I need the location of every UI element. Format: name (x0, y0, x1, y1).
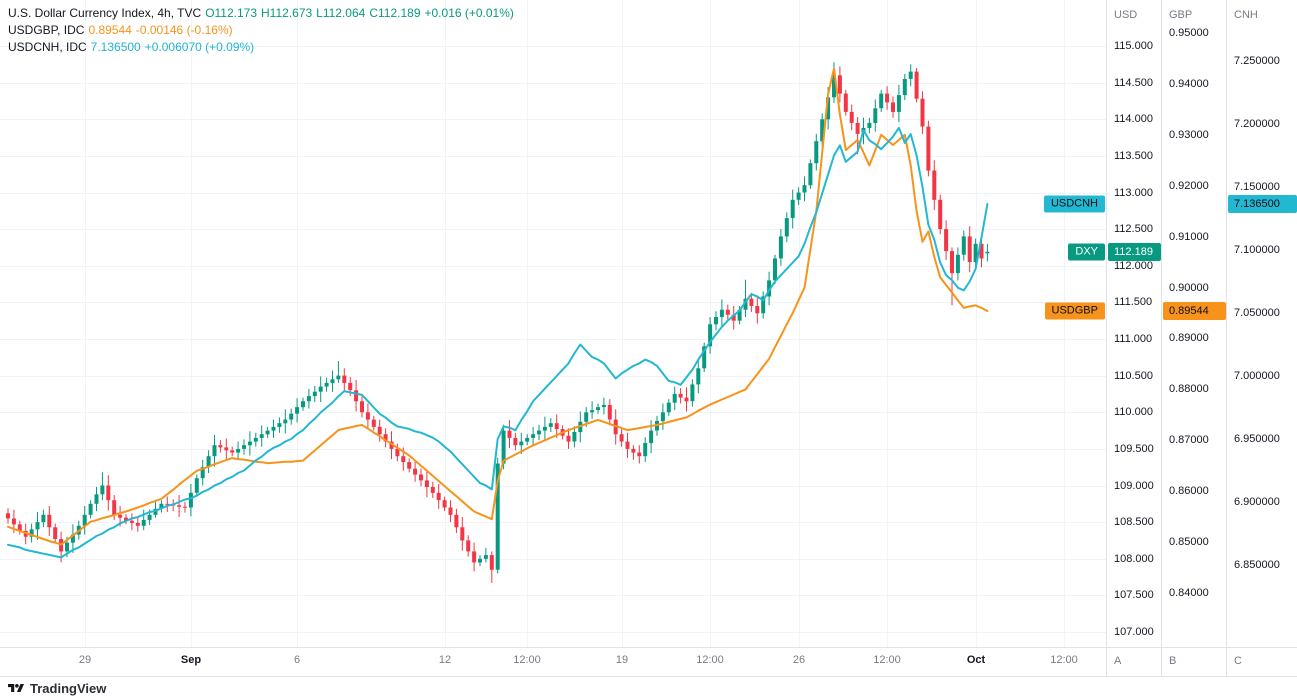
time-label: 12:00 (513, 654, 541, 666)
chart-pane[interactable]: U.S. Dollar Currency Index, 4h, TVC O112.… (0, 0, 1106, 647)
price-tick-cnh: 7.200000 (1234, 118, 1280, 130)
price-tick-usd: 110.000 (1114, 406, 1153, 418)
usdgbp-line (7, 67, 989, 546)
price-tick-usd: 113.500 (1114, 150, 1153, 162)
price-tick-usd: 108.500 (1114, 516, 1154, 528)
dxy-open-value: O112.173 (205, 6, 258, 20)
time-label: 12:00 (1050, 654, 1078, 666)
price-tick-usd: 111.500 (1114, 296, 1153, 308)
usdgbp-price-value-badge: 0.89544 (1163, 302, 1226, 320)
price-tick-gbp: 0.88000 (1169, 383, 1209, 395)
dxy-low-value: L112.064 (316, 6, 366, 20)
chart-canvas[interactable] (0, 0, 1106, 647)
tradingview-logo-text: TradingView (30, 681, 107, 696)
usdgbp-change-value: -0.00146 (-0.16%) (135, 23, 233, 37)
time-label: 19 (615, 654, 629, 666)
price-tick-cnh: 6.950000 (1234, 433, 1280, 445)
price-tick-gbp: 0.85000 (1169, 536, 1209, 548)
axis-header-usd: USD (1114, 9, 1138, 21)
price-tick-gbp: 0.87000 (1169, 434, 1209, 446)
tradingview-logo[interactable]: TradingView (8, 681, 106, 696)
price-tick-usd: 110.500 (1114, 370, 1153, 382)
axis-ticks-gbp: 0.95000 0.94000 0.93000 0.92000 0.91000 0.900… (1162, 0, 1227, 676)
usdcnh-last-value: 7.136500 (90, 40, 141, 54)
legend: U.S. Dollar Currency Index, 4h, TVC O112.… (8, 5, 518, 56)
price-tick-usd: 107.500 (1114, 589, 1154, 601)
price-tick-usd: 111.000 (1114, 333, 1153, 345)
axis-footer-usd: A (1114, 655, 1122, 667)
dxy-high-value: H112.673 (261, 6, 313, 20)
price-tick-usd: 109.500 (1114, 443, 1154, 455)
time-axis[interactable]: 29 Sep 6 12 12:00 19 12:00 26 12:00 Oct 12:00 (0, 647, 1106, 676)
price-tick-usd: 107.000 (1114, 626, 1154, 638)
price-tick-cnh: 6.900000 (1234, 496, 1280, 508)
axis-ticks-usd: 115.000 114.500 114.000 113.500 113.000 112.5… (1107, 0, 1162, 676)
price-tick-gbp: 0.86000 (1169, 485, 1209, 497)
price-tick-usd: 112.000 (1114, 260, 1153, 272)
price-tick-usd: 112.500 (1114, 223, 1153, 235)
price-tick-usd: 114.000 (1114, 113, 1153, 125)
price-axis-usd[interactable]: USD 115.000 114.500 114.000 113.500 113.000 1… (1106, 0, 1162, 676)
price-tick-gbp: 0.92000 (1169, 180, 1209, 192)
usdgbp-symbol-title[interactable]: USDGBP, IDC (8, 23, 85, 37)
price-tick-gbp: 0.84000 (1169, 587, 1209, 599)
price-tick-cnh: 6.850000 (1234, 559, 1280, 571)
time-label: 6 (293, 654, 301, 666)
bottom-bar: TradingView (0, 676, 1297, 700)
price-tick-gbp: 0.94000 (1169, 78, 1209, 90)
price-tick-gbp: 0.90000 (1169, 282, 1209, 294)
price-tick-gbp: 0.95000 (1169, 27, 1209, 39)
time-label: 12:00 (873, 654, 901, 666)
usdgbp-series-label: USDGBP (1044, 302, 1105, 320)
price-tick-usd: 108.000 (1114, 553, 1154, 565)
price-tick-gbp: 0.93000 (1169, 129, 1209, 141)
axis-ticks-cnh: 7.250000 7.200000 7.150000 7.100000 7.050000… (1227, 0, 1297, 676)
usdgbp-last-value: 0.89544 (88, 23, 132, 37)
tradingview-logo-icon (8, 684, 24, 693)
legend-row-usdcnh: USDCNH, IDC 7.136500 +0.006070 (+0.09%) (8, 39, 518, 56)
price-tick-cnh: 7.250000 (1234, 55, 1280, 67)
price-tick-usd: 113.000 (1114, 187, 1153, 199)
time-axis-separator (0, 647, 1297, 648)
dxy-close-value: C112.189 (369, 6, 421, 20)
price-tick-cnh: 7.150000 (1234, 181, 1280, 193)
price-axis-gbp[interactable]: GBP 0.95000 0.94000 0.93000 0.92000 0.91000 0… (1161, 0, 1227, 676)
candlestick-series-dxy (6, 62, 990, 583)
price-tick-gbp: 0.89000 (1169, 332, 1209, 344)
time-label: 29 (78, 654, 92, 666)
dxy-series-label: DXY (1068, 243, 1105, 261)
time-label: 12 (438, 654, 452, 666)
time-label: 26 (792, 654, 806, 666)
price-tick-usd: 114.500 (1114, 77, 1153, 89)
dxy-symbol-title[interactable]: U.S. Dollar Currency Index, 4h, TVC (8, 6, 202, 20)
price-axis-cnh[interactable]: CNH 7.250000 7.200000 7.150000 7.100000 7.05… (1226, 0, 1297, 676)
legend-row-usdgbp: USDGBP, IDC 0.89544 -0.00146 (-0.16%) (8, 22, 518, 39)
price-tick-usd: 115.000 (1114, 40, 1153, 52)
time-label: Oct (966, 654, 986, 666)
usdcnh-series-label: USDCNH (1043, 195, 1105, 213)
usdcnh-change-value: +0.006070 (+0.09%) (144, 40, 255, 54)
price-tick-cnh: 7.000000 (1234, 370, 1280, 382)
axis-footer-gbp: B (1169, 655, 1177, 667)
dxy-change-value: +0.016 (+0.01%) (424, 6, 514, 20)
price-tick-cnh: 7.100000 (1234, 244, 1280, 256)
time-label: 12:00 (696, 654, 724, 666)
price-tick-gbp: 0.91000 (1169, 231, 1209, 243)
time-label: Sep (180, 654, 202, 666)
usdcnh-line (7, 126, 989, 559)
usdcnh-symbol-title[interactable]: USDCNH, IDC (8, 40, 87, 54)
price-tick-usd: 109.000 (1114, 480, 1154, 492)
dxy-price-value-badge: 112.189 (1108, 243, 1161, 261)
grid-lines (0, 0, 1106, 647)
axis-header-cnh: CNH (1234, 9, 1258, 21)
legend-row-dxy: U.S. Dollar Currency Index, 4h, TVC O112.… (8, 5, 518, 22)
axis-header-gbp: GBP (1169, 9, 1193, 21)
axis-footer-cnh: C (1234, 655, 1242, 667)
usdcnh-price-value-badge: 7.136500 (1228, 195, 1297, 213)
price-tick-cnh: 7.050000 (1234, 307, 1280, 319)
